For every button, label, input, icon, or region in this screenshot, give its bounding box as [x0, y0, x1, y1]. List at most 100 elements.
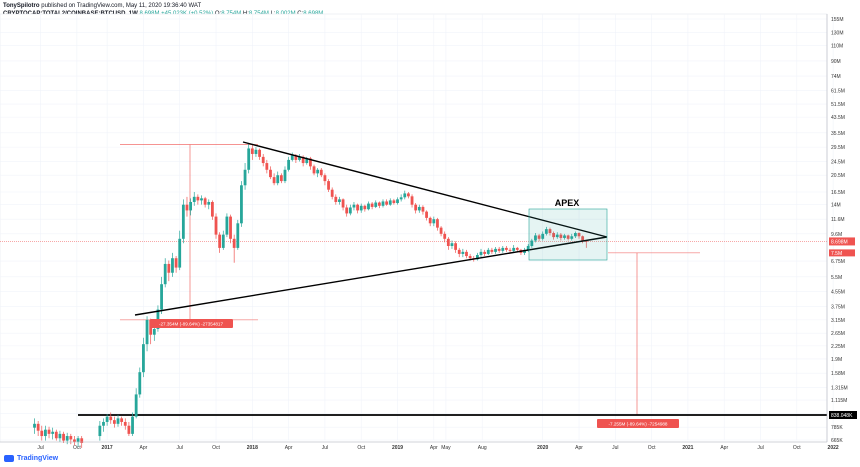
- candle-body: [142, 344, 145, 373]
- candle-body: [486, 249, 490, 254]
- candle-body: [479, 251, 483, 255]
- candle-body: [232, 238, 236, 248]
- y-tick-label: 5.5M: [831, 275, 842, 281]
- candle-body: [36, 423, 40, 431]
- candle-body: [381, 201, 385, 206]
- candle-body: [134, 394, 138, 417]
- candle-body: [236, 223, 240, 248]
- candle-body: [421, 206, 425, 212]
- candle-body: [432, 219, 436, 224]
- candle-body: [272, 177, 276, 184]
- y-tick-label: 35.5M: [831, 131, 845, 137]
- candle-body: [174, 258, 178, 268]
- candle-body: [131, 416, 134, 434]
- candle-body: [439, 227, 443, 234]
- candle-body: [396, 199, 399, 204]
- x-tick-label: 2019: [392, 445, 403, 451]
- candle-body: [414, 204, 418, 211]
- y-tick-label: 4.55M: [831, 289, 845, 295]
- candle-body: [258, 149, 261, 157]
- candle-body: [160, 284, 163, 310]
- x-tick-label: Jul: [177, 445, 183, 451]
- y-tick-label: 16.5M: [831, 190, 845, 196]
- y-tick-label: 9.6M: [831, 232, 842, 238]
- candle-body: [247, 148, 251, 170]
- candle-body: [290, 155, 294, 160]
- y-tick-label: 20.5M: [831, 173, 845, 179]
- y-tick-label: 6.75M: [831, 259, 845, 265]
- candle-body: [544, 229, 548, 234]
- candle-body: [218, 234, 222, 248]
- candle-body: [316, 169, 320, 174]
- candle-body: [417, 206, 421, 211]
- candle-body: [294, 155, 298, 160]
- candle-body: [112, 420, 116, 424]
- candle-body: [501, 247, 505, 251]
- candle-body: [526, 245, 530, 250]
- candle-body: [73, 439, 76, 442]
- candle-body: [127, 425, 131, 434]
- candle-body: [250, 148, 254, 154]
- y-tick-label: 1.58M: [831, 371, 845, 377]
- candle-body: [265, 163, 269, 170]
- candle-body: [563, 235, 566, 238]
- candle-body: [276, 175, 280, 184]
- y-tick-label: 2.65M: [831, 331, 845, 337]
- candle-body: [363, 205, 367, 210]
- y-tick-label: 665K: [831, 438, 843, 444]
- candle-body: [515, 247, 519, 250]
- candle-body: [225, 216, 229, 235]
- y-tick-label: 11.6M: [831, 217, 845, 223]
- candle-body: [214, 216, 218, 235]
- candle-body: [475, 254, 479, 260]
- candle-body: [76, 438, 80, 442]
- candle-body: [566, 235, 570, 239]
- candle-body: [305, 158, 309, 164]
- candle-body: [570, 236, 574, 239]
- upper-trendline: [242, 141, 608, 238]
- candle-body: [388, 200, 392, 205]
- candle-body: [200, 198, 203, 201]
- candle-body: [534, 235, 537, 241]
- x-tick-label: 2018: [247, 445, 258, 451]
- candle-body: [367, 203, 370, 210]
- candle-body: [40, 430, 44, 437]
- x-tick-label: Oct: [793, 445, 801, 451]
- published-line: TonySpilotro published on TradingView.co…: [3, 2, 323, 10]
- candle-body: [457, 249, 461, 254]
- apex-label: APEX: [555, 198, 580, 208]
- x-tick-label: Apr: [140, 445, 148, 451]
- y-tick-label: 2.25M: [831, 344, 845, 350]
- candle-body: [210, 201, 214, 217]
- candle-body: [178, 238, 182, 268]
- candle-body: [559, 234, 563, 238]
- y-tick-label: 1.315M: [831, 385, 848, 391]
- current-price-badge-text: 8.698M: [831, 239, 848, 245]
- candle-body: [330, 189, 334, 197]
- target-price-badge: [829, 249, 855, 257]
- x-tick-label: Oct: [648, 445, 656, 451]
- candle-body: [189, 201, 193, 211]
- candle-body: [145, 319, 149, 345]
- candle-body: [374, 202, 378, 207]
- apex-box: [528, 208, 608, 261]
- candle-body: [44, 429, 47, 437]
- candle-body: [581, 236, 585, 241]
- candle-body: [443, 233, 447, 239]
- candle-body: [450, 243, 454, 246]
- x-tick-label: Apr: [575, 445, 583, 451]
- y-tick-label: 61.5M: [831, 88, 845, 94]
- candle-body: [345, 207, 349, 214]
- candle-body: [203, 198, 207, 205]
- candle-body: [377, 202, 381, 206]
- candle-body: [323, 175, 327, 182]
- tradingview-brand: TradingView: [17, 455, 59, 462]
- y-tick-label: 1.9M: [831, 357, 842, 363]
- candle-body: [403, 193, 407, 198]
- candle-body: [577, 233, 581, 237]
- candle-body: [69, 436, 73, 440]
- candle-body: [352, 204, 356, 208]
- x-tick-label: Aug: [478, 445, 487, 451]
- candle-body: [490, 249, 494, 252]
